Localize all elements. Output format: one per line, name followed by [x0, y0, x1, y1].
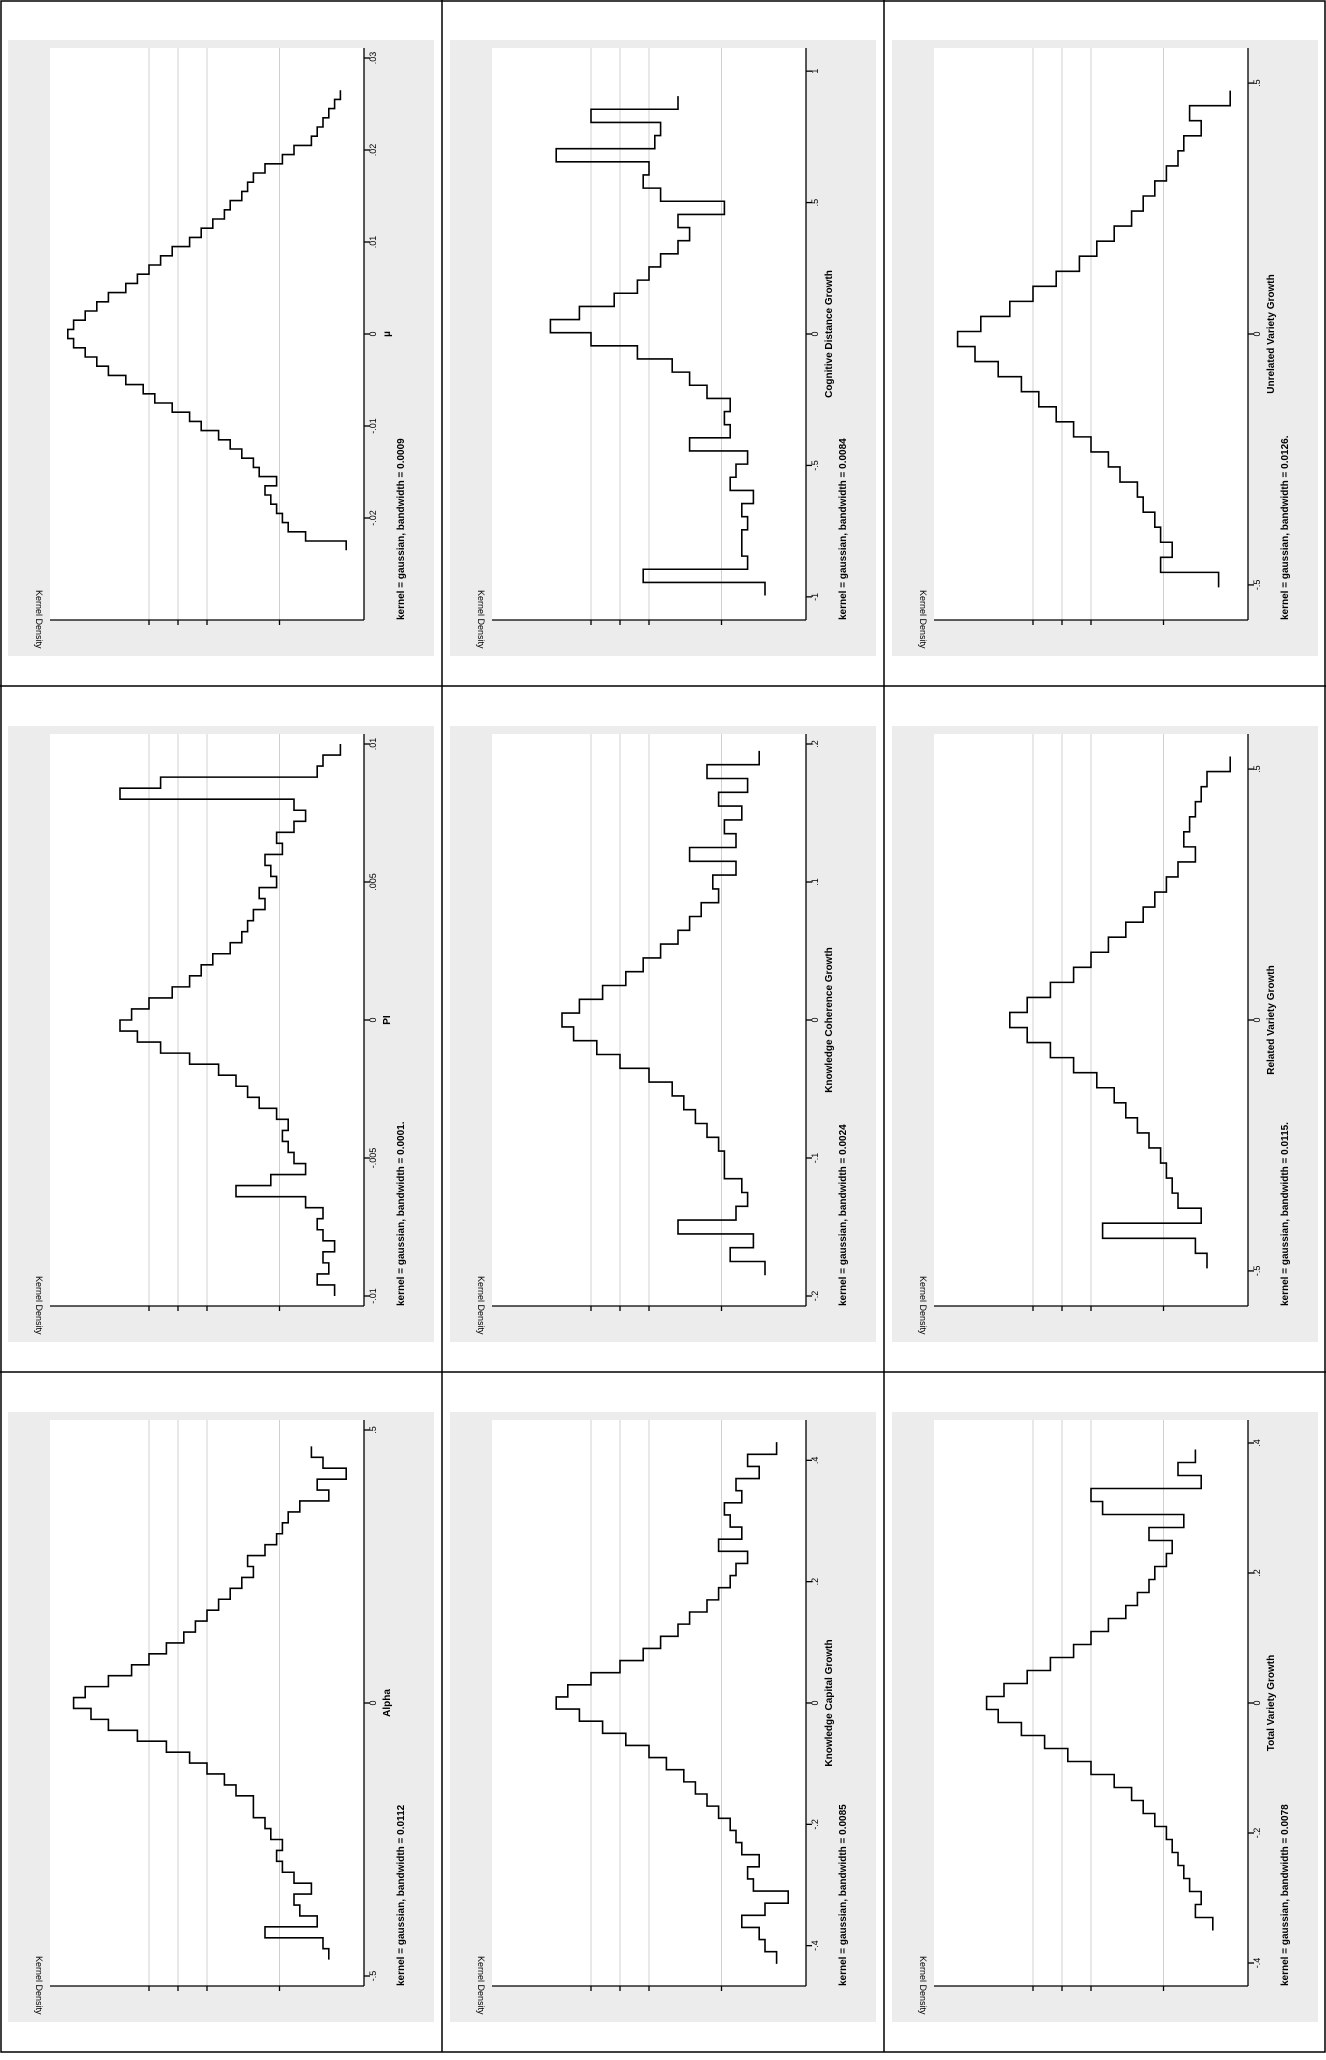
kernel-note: kernel = gaussian, bandwidth = 0.0112 [396, 1804, 407, 1986]
x-axis-title: Alpha [382, 1689, 393, 1717]
y-axis-title: Kernel Density [34, 1276, 44, 1335]
x-tick-label: -1 [810, 593, 820, 601]
density-series [1009, 756, 1231, 1269]
x-tick-label: -.02 [368, 510, 378, 526]
density-series [985, 1449, 1214, 1931]
x-tick-label: -.5 [1252, 1266, 1262, 1277]
kernel-note: kernel = gaussian, bandwidth = 0.0001. [396, 1121, 407, 1306]
x-tick-label: .005 [368, 873, 378, 891]
chart-rvar: -.5 0 .5 Related Variety Growth kernel = gau… [892, 726, 1318, 1342]
y-axis-title: Kernel Density [34, 1956, 44, 2015]
x-axis-title: Knowledge Coherence Growth [824, 947, 835, 1093]
x-axis-title: Total Variety Growth [1266, 1655, 1277, 1752]
x-tick-label: -.2 [810, 1291, 820, 1302]
density-series [72, 1446, 347, 1960]
y-axis-title: Kernel Density [476, 1956, 486, 2015]
x-tick-label: 0 [1252, 331, 1262, 336]
x-tick-label: .4 [810, 1457, 820, 1465]
x-tick-label: .5 [1252, 79, 1262, 87]
x-tick-label: .01 [368, 236, 378, 249]
x-tick-label: .4 [1252, 1439, 1262, 1447]
x-axis-title: Cognitive Distance Growth [824, 270, 835, 398]
chart-kcap: -.4 -.2 0 .2 .4 Knowledge Capital Growth kerne… [450, 1412, 876, 2022]
chart-mu: -.02 -.01 0 .01 .02 .03 µ kernel = gaussian, ba… [8, 40, 434, 656]
x-tick-label: .02 [368, 144, 378, 157]
x-tick-label: -.4 [810, 1940, 820, 1951]
kernel-note: kernel = gaussian, bandwidth = 0.0084 [838, 438, 849, 620]
x-tick-label: .01 [368, 738, 378, 751]
density-series [956, 90, 1231, 588]
chart-uvar: -.5 0 .5 Unrelated Variety Growth kernel = g… [892, 40, 1318, 656]
x-tick-label: -.01 [368, 418, 378, 434]
x-axis-title: Related Variety Growth [1266, 965, 1277, 1074]
y-axis-title: Kernel Density [918, 1276, 928, 1335]
x-tick-label: .03 [368, 52, 378, 65]
x-tick-label: 0 [368, 1017, 378, 1022]
x-tick-label: 0 [810, 1017, 820, 1022]
x-tick-label: 0 [368, 331, 378, 336]
x-tick-label: -.005 [368, 1148, 378, 1169]
y-axis-title: Kernel Density [918, 590, 928, 649]
density-series [555, 1442, 789, 1964]
x-tick-label: .5 [810, 199, 820, 207]
density-series [561, 750, 766, 1276]
x-axis-title: PI [382, 1015, 393, 1025]
x-tick-label: -.1 [810, 1153, 820, 1164]
x-tick-label: .2 [810, 1578, 820, 1586]
kernel-note: kernel = gaussian, bandwidth = 0.0009 [396, 438, 407, 620]
x-axis-title: Knowledge Capital Growth [824, 1639, 835, 1766]
kernel-note: kernel = gaussian, bandwidth = 0.0085 [838, 1804, 849, 1986]
x-tick-label: .2 [810, 740, 820, 748]
chart-kcoh: -.2 -.1 0 .1 .2 Knowledge Coherence Growth ker… [450, 726, 876, 1342]
x-axis-title: µ [382, 331, 393, 337]
y-axis-title: Kernel Density [476, 590, 486, 649]
x-tick-label: -.5 [368, 1971, 378, 1982]
density-series [549, 96, 766, 596]
chart-pi: -.01 -.005 0 .005 .01 PI kernel = gaussian, ba… [8, 726, 434, 1342]
kernel-note: kernel = gaussian, bandwidth = 0.0078 [1280, 1804, 1291, 1986]
x-tick-label: -.4 [1252, 1958, 1262, 1969]
x-tick-label: 0 [1252, 1700, 1262, 1705]
x-tick-label: -.01 [368, 1288, 378, 1304]
x-tick-label: 0 [810, 1700, 820, 1705]
x-tick-label: .5 [1252, 765, 1262, 773]
x-axis-title: Unrelated Variety Growth [1266, 274, 1277, 393]
chart-alpha: -.5 0 .5 Alpha kernel = gaussian, bandwidth … [8, 1412, 434, 2022]
x-tick-label: -.5 [1252, 580, 1262, 591]
x-tick-label: .1 [810, 878, 820, 886]
x-tick-label: -.5 [810, 460, 820, 471]
x-tick-label: 0 [810, 331, 820, 336]
kernel-note: kernel = gaussian, bandwidth = 0.0024 [838, 1124, 849, 1306]
y-axis-title: Kernel Density [918, 1956, 928, 2015]
x-tick-label: 1 [810, 69, 820, 74]
x-tick-label: 0 [368, 1700, 378, 1705]
x-tick-label: 0 [1252, 1017, 1262, 1022]
chart-cogdist: -1 -.5 0 .5 1 Cognitive Distance Growth kernel… [450, 40, 876, 656]
density-series [67, 90, 347, 551]
x-tick-label: -.2 [1252, 1828, 1262, 1839]
density-series [119, 744, 342, 1296]
x-tick-label: -.2 [810, 1819, 820, 1830]
kernel-note: kernel = gaussian, bandwidth = 0.0126. [1280, 435, 1291, 620]
chart-tvar: -.4 -.2 0 .2 .4 Total Variety Growth kernel = … [892, 1412, 1318, 2022]
x-tick-label: .2 [1252, 1569, 1262, 1577]
kernel-note: kernel = gaussian, bandwidth = 0.0115. [1280, 1122, 1291, 1306]
y-axis-title: Kernel Density [476, 1276, 486, 1335]
x-tick-label: .5 [368, 1426, 378, 1434]
y-axis-title: Kernel Density [34, 590, 44, 649]
